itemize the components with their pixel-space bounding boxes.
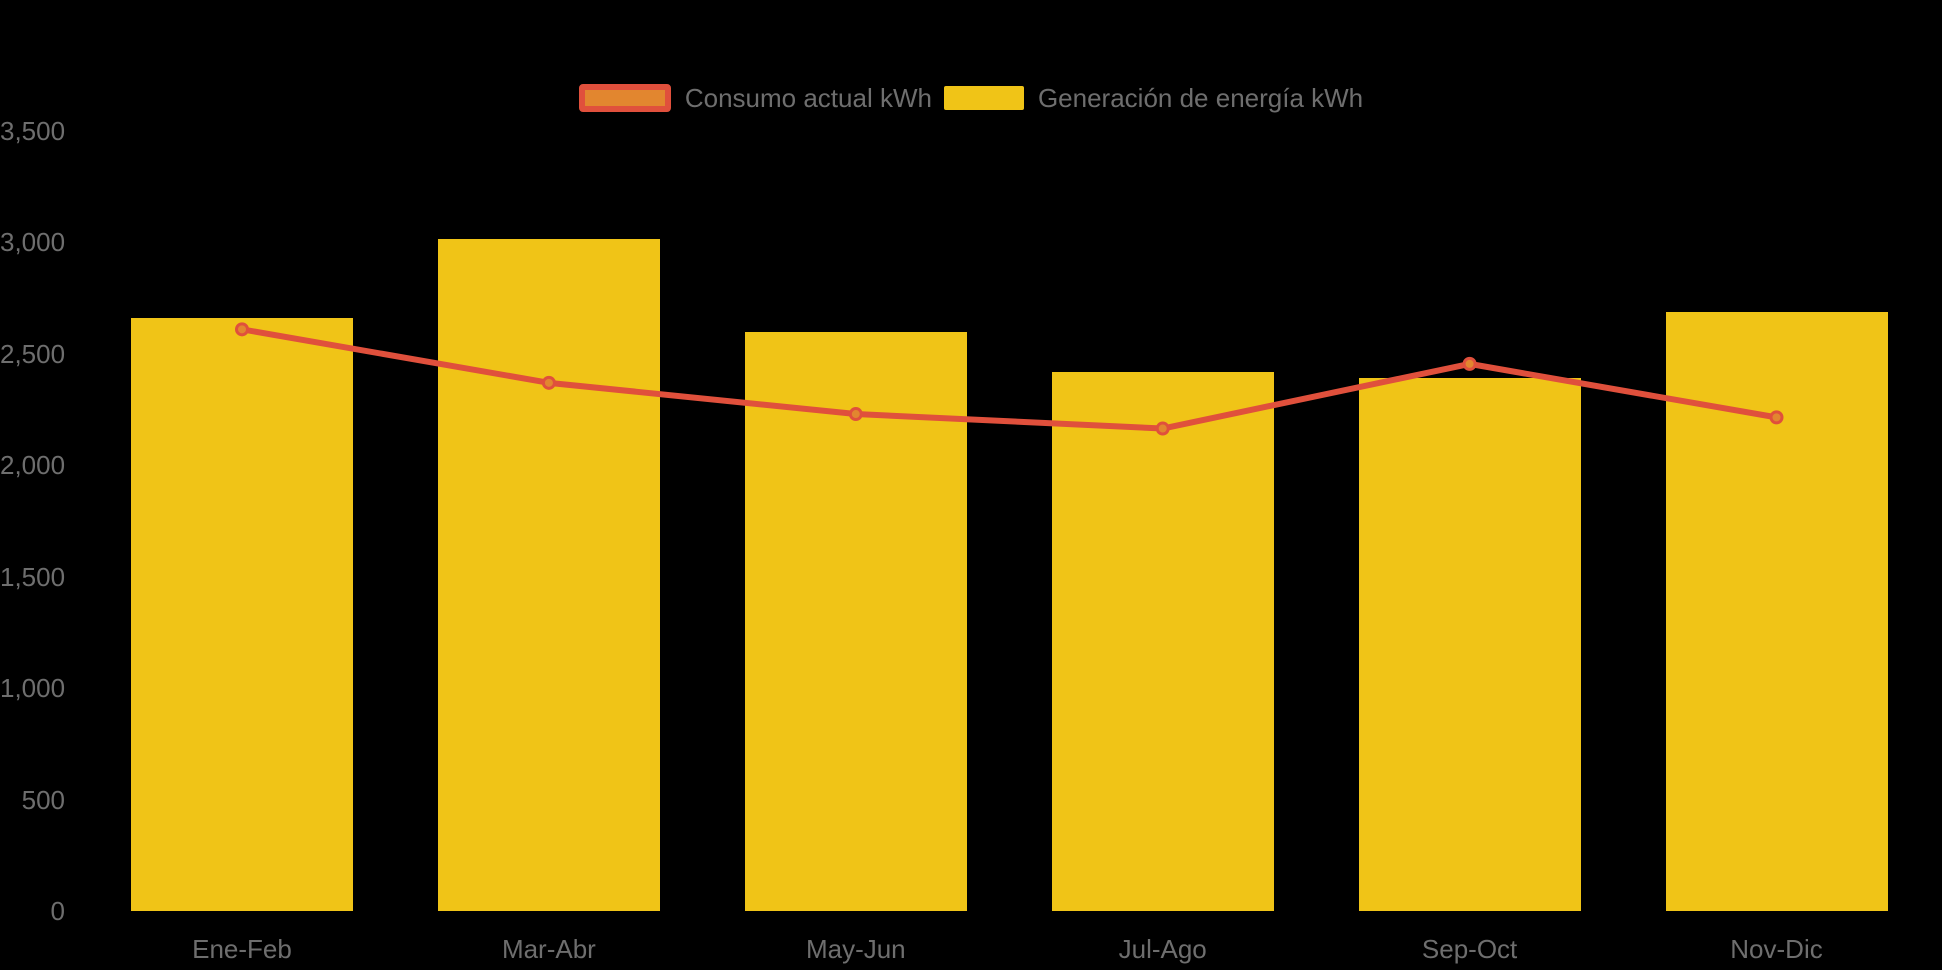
consumo-marker-Ene-Feb[interactable] (235, 322, 249, 337)
legend-item-consumo[interactable]: Consumo actual kWh (578, 83, 932, 113)
y-tick-label: 1,000 (0, 673, 66, 704)
bar-Nov-Dic[interactable] (1665, 311, 1888, 911)
consumo-marker-Sep-Oct[interactable] (1462, 356, 1477, 371)
consumo-marker-May-Jun[interactable] (848, 407, 863, 422)
consumo-marker-Mar-Abr[interactable] (541, 375, 556, 390)
y-tick-label: 3,500 (0, 116, 66, 146)
x-tick-label: Nov-Dic (1730, 934, 1823, 964)
generacion-bar-swatch-icon (943, 86, 1024, 110)
legend-label-generacion: Generación de energía kWh (1037, 83, 1364, 113)
consumo-line-swatch-icon (578, 84, 671, 112)
y-tick-label: 1,500 (0, 561, 66, 592)
consumo-marker-Nov-Dic[interactable] (1769, 410, 1784, 425)
y-tick-label: 3,000 (0, 227, 66, 258)
x-tick-label: May-Jun (805, 934, 906, 964)
chart-legend: Consumo actual kWh Generación de energía… (0, 84, 1942, 112)
x-tick-label: Jul-Ago (1118, 934, 1207, 964)
bar-Ene-Feb[interactable] (131, 318, 353, 911)
y-tick-label: 2,000 (0, 450, 66, 481)
bar-Jul-Ago[interactable] (1051, 371, 1274, 911)
x-tick-label: Ene-Feb (192, 934, 292, 964)
legend-item-generacion[interactable]: Generación de energía kWh (943, 83, 1364, 113)
y-tick-label: 2,500 (0, 338, 66, 369)
y-tick-label: 0 (50, 896, 65, 926)
x-tick-label: Sep-Oct (1421, 934, 1518, 964)
legend-label-consumo: Consumo actual kWh (684, 83, 932, 113)
y-tick-label: 500 (21, 784, 65, 815)
consumo-marker-Jul-Ago[interactable] (1155, 421, 1170, 436)
bar-Sep-Oct[interactable] (1358, 378, 1581, 911)
x-tick-label: Mar-Abr (501, 934, 596, 964)
bar-Mar-Abr[interactable] (437, 239, 660, 911)
